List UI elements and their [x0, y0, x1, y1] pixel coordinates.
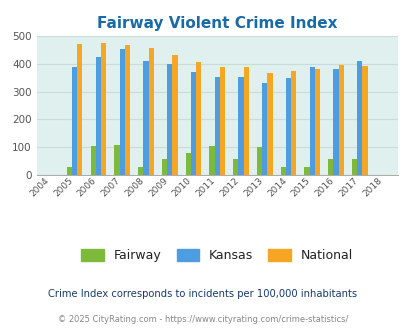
Bar: [172, 55, 177, 175]
Bar: [96, 57, 101, 175]
Bar: [190, 72, 196, 175]
Bar: [209, 146, 214, 175]
Bar: [77, 44, 82, 175]
Bar: [166, 64, 172, 175]
Bar: [138, 167, 143, 175]
Bar: [338, 65, 343, 175]
Bar: [256, 147, 262, 175]
Bar: [219, 67, 224, 175]
Title: Fairway Violent Crime Index: Fairway Violent Crime Index: [97, 16, 337, 31]
Bar: [124, 45, 130, 175]
Bar: [238, 77, 243, 175]
Bar: [243, 67, 248, 175]
Bar: [148, 49, 153, 175]
Bar: [232, 159, 238, 175]
Bar: [285, 79, 290, 175]
Bar: [162, 159, 166, 175]
Bar: [72, 67, 77, 175]
Bar: [304, 167, 309, 175]
Bar: [66, 167, 72, 175]
Bar: [119, 49, 124, 175]
Bar: [351, 159, 356, 175]
Bar: [333, 69, 338, 175]
Bar: [185, 153, 190, 175]
Bar: [290, 71, 296, 175]
Bar: [101, 43, 106, 175]
Text: © 2025 CityRating.com - https://www.cityrating.com/crime-statistics/: © 2025 CityRating.com - https://www.city…: [58, 315, 347, 324]
Bar: [196, 62, 201, 175]
Bar: [267, 73, 272, 175]
Bar: [362, 66, 367, 175]
Bar: [314, 69, 320, 175]
Bar: [262, 83, 267, 175]
Bar: [280, 167, 285, 175]
Legend: Fairway, Kansas, National: Fairway, Kansas, National: [76, 244, 357, 267]
Bar: [327, 159, 333, 175]
Text: Crime Index corresponds to incidents per 100,000 inhabitants: Crime Index corresponds to incidents per…: [48, 289, 357, 299]
Bar: [143, 61, 148, 175]
Bar: [309, 67, 314, 175]
Bar: [114, 145, 119, 175]
Bar: [214, 77, 219, 175]
Bar: [90, 146, 96, 175]
Bar: [356, 61, 362, 175]
